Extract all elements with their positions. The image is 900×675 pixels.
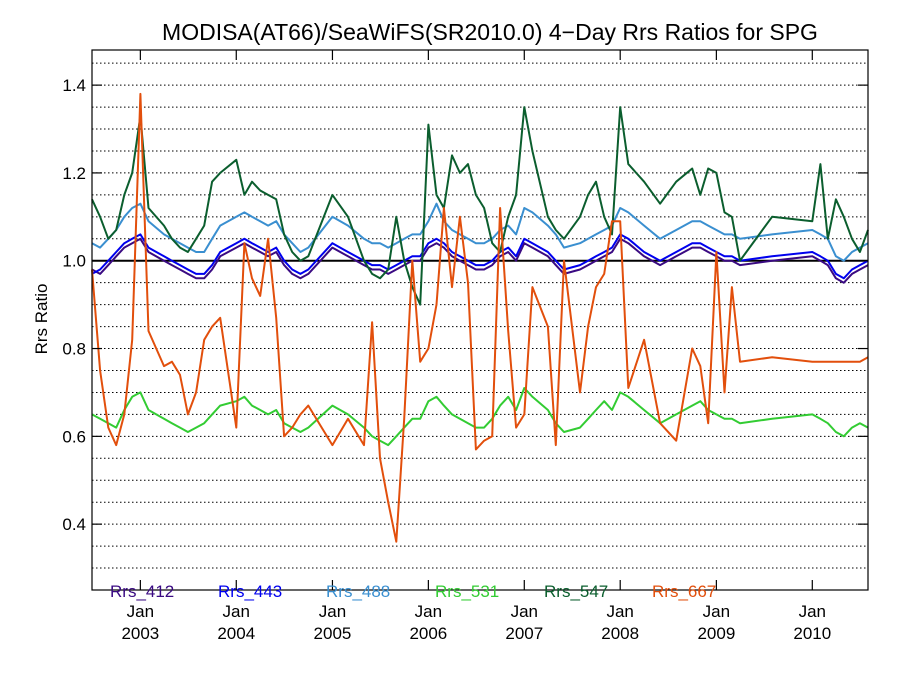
x-tick-month: Jan bbox=[511, 602, 538, 621]
x-tick-year: 2005 bbox=[314, 624, 352, 643]
x-tick-year: 2008 bbox=[601, 624, 639, 643]
x-tick-year: 2010 bbox=[793, 624, 831, 643]
y-tick-label: 1.2 bbox=[62, 164, 86, 183]
legend-entry-rrs-531: Rrs_531 bbox=[435, 582, 499, 601]
x-tick-year: 2004 bbox=[217, 624, 255, 643]
x-axis: Jan 2003 Jan 2004 Jan 2005 Jan 2006 Jan 2007 Jan 20… bbox=[121, 50, 831, 643]
legend-entry-rrs-443: Rrs_443 bbox=[218, 582, 282, 601]
y-tick-label: 0.6 bbox=[62, 427, 86, 446]
series-line-rrs-667 bbox=[91, 92, 869, 543]
x-tick-year: 2003 bbox=[121, 624, 159, 643]
x-tick-month: Jan bbox=[319, 602, 346, 621]
y-tick-label: 1.0 bbox=[62, 252, 86, 271]
y-tick-label: 0.4 bbox=[62, 515, 86, 534]
legend-entry-rrs-547: Rrs_547 bbox=[544, 582, 608, 601]
legend-entry-rrs-667: Rrs_667 bbox=[652, 582, 716, 601]
gridlines bbox=[92, 62, 868, 569]
x-tick-month: Jan bbox=[799, 602, 826, 621]
series-lines bbox=[91, 92, 869, 543]
y-tick-label: 1.4 bbox=[62, 76, 86, 95]
x-tick-month: Jan bbox=[703, 602, 730, 621]
series-line-rrs-547 bbox=[91, 106, 869, 306]
x-tick-month: Jan bbox=[606, 602, 633, 621]
chart-title: MODISA(AT66)/SeaWiFS(SR2010.0) 4−Day Rrs… bbox=[162, 19, 818, 45]
y-tick-label: 0.8 bbox=[62, 340, 86, 359]
series-line-rrs-443 bbox=[91, 233, 869, 280]
legend-entry-rrs-488: Rrs_488 bbox=[326, 582, 390, 601]
x-tick-year: 2006 bbox=[409, 624, 447, 643]
series-line-rrs-412 bbox=[91, 237, 869, 284]
x-tick-year: 2007 bbox=[505, 624, 543, 643]
x-tick-month: Jan bbox=[223, 602, 250, 621]
x-tick-year: 2009 bbox=[697, 624, 735, 643]
x-tick-month: Jan bbox=[415, 602, 442, 621]
plot-frame bbox=[91, 49, 869, 591]
x-tick-month: Jan bbox=[127, 602, 154, 621]
series-line-rrs-488 bbox=[91, 202, 869, 262]
y-axis: 0.4 0.6 0.8 1.0 1.2 1.4 bbox=[62, 76, 868, 534]
legend-entry-rrs-412: Rrs_412 bbox=[110, 582, 174, 601]
y-axis-label: Rrs Ratio bbox=[32, 284, 51, 355]
legend: Rrs_412 Rrs_443 Rrs_488 Rrs_531 Rrs_547 Rrs_6… bbox=[110, 582, 716, 601]
